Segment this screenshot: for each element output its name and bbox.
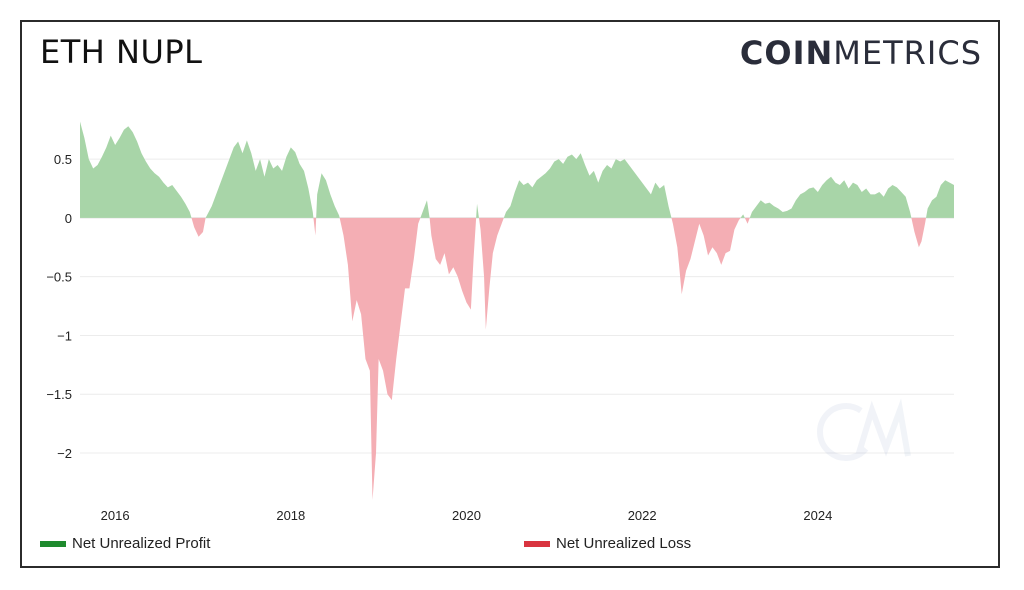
- chart-frame: [20, 20, 1000, 568]
- watermark-m-shape: [855, 398, 911, 457]
- legend-profit-swatch: [40, 540, 66, 547]
- logo-metrics-text: METRICS: [833, 34, 982, 72]
- legend-loss-label: Net Unrealized Loss: [556, 535, 692, 552]
- y-tick-label: −0.5: [46, 270, 72, 285]
- cm-watermark: [817, 398, 911, 461]
- legend-profit-label: Net Unrealized Profit: [72, 535, 211, 552]
- x-tick-label: 2018: [276, 508, 305, 523]
- legend-loss: Net Unrealized Loss: [524, 535, 691, 552]
- y-tick-label: −1: [57, 328, 72, 343]
- x-tick-label: 2022: [628, 508, 657, 523]
- legend-loss-swatch: [524, 540, 550, 547]
- x-tick-label: 2016: [101, 508, 130, 523]
- coinmetrics-logo: COINMETRICS: [740, 34, 982, 72]
- chart-title: ETH NUPL: [40, 33, 203, 71]
- y-tick-label: 0: [65, 211, 72, 226]
- y-tick-label: 0.5: [54, 152, 72, 167]
- x-tick-label: 2020: [452, 508, 481, 523]
- x-tick-label: 2024: [803, 508, 832, 523]
- loss-area: [80, 217, 954, 500]
- logo-coin-text: COIN: [739, 34, 834, 72]
- y-tick-label: −1.5: [46, 387, 72, 402]
- y-tick-label: −2: [57, 446, 72, 461]
- x-axis: 2016 2018 2020 2022 2024: [101, 508, 833, 523]
- area-layer: [80, 121, 954, 500]
- legend-profit: Net Unrealized Profit: [40, 535, 210, 552]
- profit-area: [80, 121, 954, 218]
- y-axis: 0.5 0 −0.5 −1 −1.5 −2: [46, 152, 72, 461]
